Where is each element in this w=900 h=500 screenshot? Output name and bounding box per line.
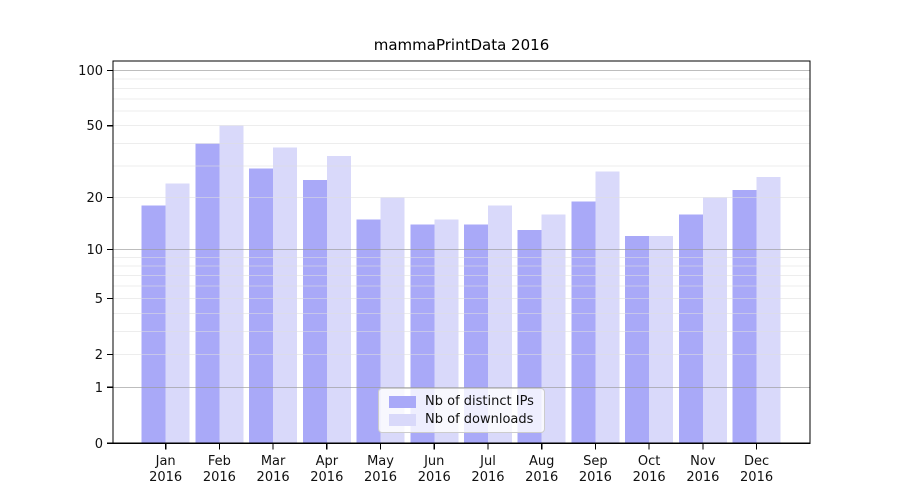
x-tick-label-year-may: 2016 xyxy=(364,470,397,485)
bar-distinct-ips-oct xyxy=(625,236,650,444)
bar-distinct-ips-dec xyxy=(732,190,757,444)
y-tick-label-0: 0 xyxy=(95,437,103,452)
x-tick-label-year-nov: 2016 xyxy=(686,470,719,485)
y-tick-label-1: 1 xyxy=(95,381,103,396)
x-tick-label-month-jun: Jun xyxy=(423,454,444,469)
y-tick-label-50: 50 xyxy=(86,119,103,134)
x-tick-label-year-jan: 2016 xyxy=(149,470,182,485)
bar-distinct-ips-apr xyxy=(302,180,327,444)
x-tick-label-month-dec: Dec xyxy=(744,454,769,469)
y-tick-label-2: 2 xyxy=(95,348,103,363)
x-tick-label-year-jul: 2016 xyxy=(471,470,504,485)
x-tick-label-year-feb: 2016 xyxy=(203,470,236,485)
bar-downloads-feb xyxy=(219,125,244,444)
x-tick-label-year-mar: 2016 xyxy=(257,470,290,485)
y-tick-label-5: 5 xyxy=(95,292,103,307)
legend: Nb of distinct IPs Nb of downloads xyxy=(378,388,545,433)
x-tick-label-month-jul: Jul xyxy=(479,454,496,469)
y-tick-label-10: 10 xyxy=(86,243,103,258)
y-tick-label-100: 100 xyxy=(78,64,103,79)
bar-downloads-aug xyxy=(541,214,566,444)
x-tick-label-month-nov: Nov xyxy=(690,454,716,469)
x-tick-label-month-oct: Oct xyxy=(638,454,660,469)
chart-title: mammaPrintData 2016 xyxy=(373,36,550,54)
plot-border xyxy=(112,60,811,444)
legend-swatch-distinct-ips xyxy=(389,395,416,408)
x-tick-label-year-jun: 2016 xyxy=(418,470,451,485)
bar-downloads-sep xyxy=(595,171,620,444)
x-tick-label-month-aug: Aug xyxy=(529,454,554,469)
bar-distinct-ips-feb xyxy=(195,143,220,444)
x-tick-label-month-mar: Mar xyxy=(261,454,286,469)
x-tick-label-month-feb: Feb xyxy=(208,454,231,469)
bar-distinct-ips-mar xyxy=(249,168,274,444)
bar-downloads-oct xyxy=(649,236,674,444)
x-tick-label-year-oct: 2016 xyxy=(633,470,666,485)
legend-item-downloads: Nb of downloads xyxy=(389,412,534,427)
bar-distinct-ips-sep xyxy=(571,201,596,444)
x-tick-label-year-apr: 2016 xyxy=(310,470,343,485)
x-tick-label-year-dec: 2016 xyxy=(740,470,773,485)
x-tick-label-month-jan: Jan xyxy=(155,454,176,469)
y-tick-label-20: 20 xyxy=(86,191,103,206)
legend-swatch-downloads xyxy=(389,413,416,426)
bar-downloads-nov xyxy=(702,197,727,444)
legend-label-distinct-ips: Nb of distinct IPs xyxy=(425,394,534,409)
x-tick-label-year-sep: 2016 xyxy=(579,470,612,485)
bar-downloads-mar xyxy=(273,147,298,444)
legend-label-downloads: Nb of downloads xyxy=(425,412,534,427)
bar-distinct-ips-nov xyxy=(678,214,703,444)
x-tick-label-month-apr: Apr xyxy=(316,454,339,469)
bar-downloads-dec xyxy=(756,177,781,444)
legend-item-distinct-ips: Nb of distinct IPs xyxy=(389,394,534,409)
x-tick-label-month-may: May xyxy=(367,454,394,469)
x-tick-label-year-aug: 2016 xyxy=(525,470,558,485)
x-tick-label-month-sep: Sep xyxy=(583,454,608,469)
bar-downloads-apr xyxy=(326,156,351,444)
bar-distinct-ips-jan xyxy=(141,205,166,444)
